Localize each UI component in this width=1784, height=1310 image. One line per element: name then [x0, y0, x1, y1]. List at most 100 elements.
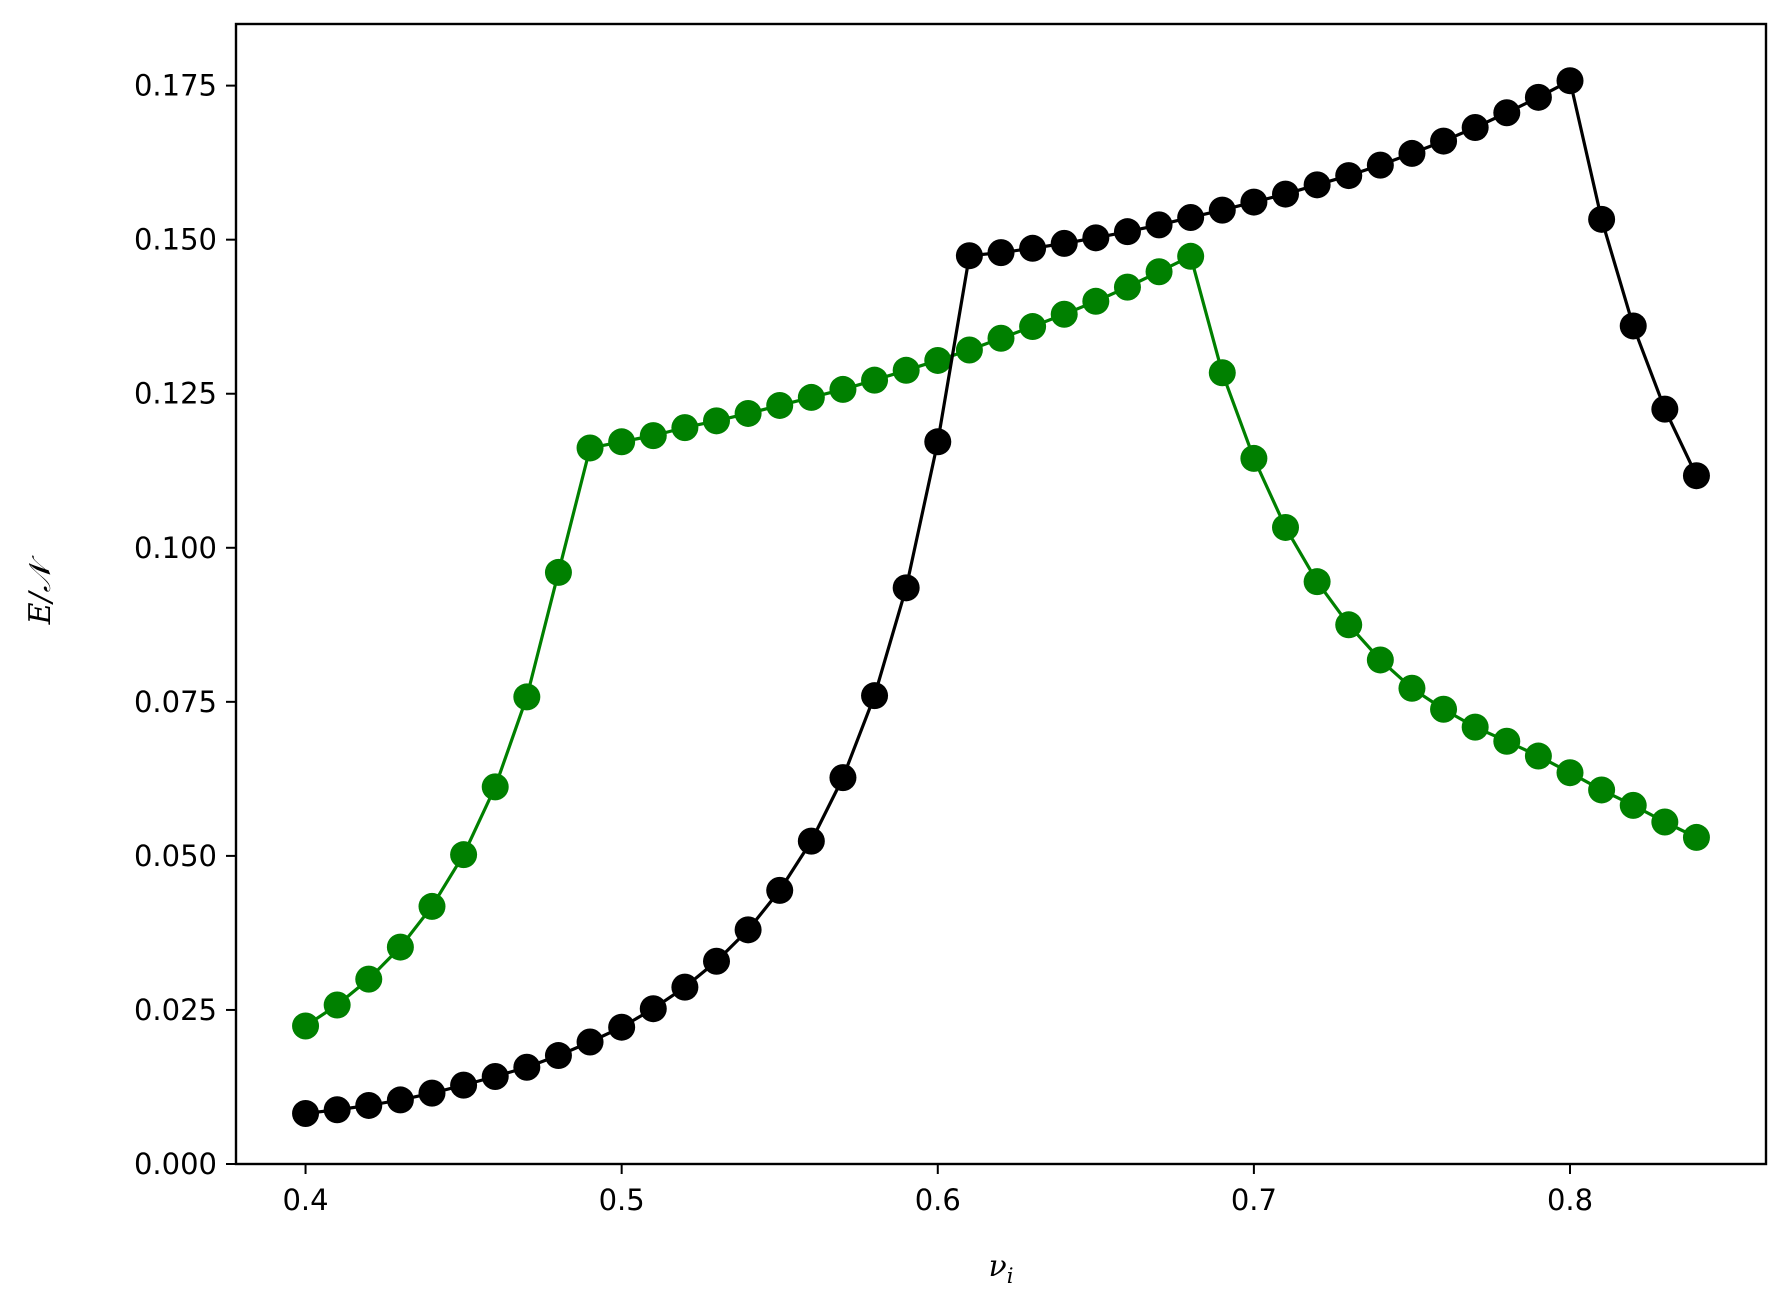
plot-frame	[234, 22, 1768, 1166]
series-1-line	[304, 254, 1698, 1028]
series-1-point	[639, 422, 667, 450]
series-1-point	[1556, 759, 1584, 787]
series-1-point	[703, 407, 730, 435]
y-axis-label: E/𝒩	[23, 554, 58, 625]
series-2-point	[1682, 462, 1710, 490]
series-2-point	[1366, 151, 1394, 179]
series-2-point	[892, 574, 920, 602]
y-tick-label: 0.050	[134, 839, 217, 873]
series-2-point	[513, 1053, 541, 1081]
series-2-point	[1082, 224, 1110, 252]
series-2-point	[1208, 196, 1236, 224]
series-2-point	[1177, 203, 1205, 231]
series-1-point	[1524, 742, 1552, 770]
series-2-point	[292, 1099, 320, 1127]
series-2-point	[323, 1096, 351, 1124]
axes-layer: 0.4 0.5 0.6 0.7 0.8 0.000 0.025 0.050 0.075 0.100…	[134, 22, 1768, 1217]
series-1-point	[1430, 695, 1458, 723]
series-2-point	[1145, 211, 1173, 239]
series-1	[292, 242, 1710, 1040]
series-2-point	[955, 242, 983, 270]
series-2-point	[1524, 83, 1552, 111]
series-1-point	[955, 336, 983, 364]
series-2-point	[544, 1042, 572, 1070]
series-1-point	[1493, 727, 1521, 755]
series-1-point	[861, 366, 889, 394]
x-tick-label: 0.8	[1547, 1183, 1593, 1217]
series-1-point	[829, 375, 857, 403]
y-tick-label: 0.125	[134, 377, 217, 411]
series-1-point	[1335, 611, 1363, 639]
series-2-point	[1398, 139, 1426, 167]
series-2-point	[1019, 234, 1047, 262]
series-1-point	[892, 356, 920, 384]
series-1-point	[576, 434, 604, 462]
series-2-point	[576, 1028, 604, 1056]
series-1-point	[450, 841, 478, 869]
series-1-point	[418, 892, 446, 920]
series-1-point	[1019, 313, 1047, 341]
series-1-point	[1619, 791, 1647, 819]
series-2-point	[766, 876, 794, 904]
series-2-point	[703, 947, 730, 975]
series-1-point	[1082, 287, 1110, 315]
series-2-point	[1335, 162, 1363, 190]
series-1-point	[323, 991, 351, 1019]
series-1-point	[1177, 242, 1205, 270]
series-2-point	[797, 827, 825, 855]
y-tick-label: 0.075	[134, 685, 217, 719]
series-1-point	[608, 428, 636, 456]
series-1-point	[987, 324, 1015, 352]
series-2-line	[305, 79, 1698, 1116]
series-2-point	[861, 682, 889, 710]
series-2-point	[1493, 99, 1521, 127]
series-1-point	[766, 391, 794, 419]
series-2-point	[355, 1091, 383, 1119]
series-2-point	[734, 916, 762, 944]
series-layer	[292, 67, 1710, 1127]
series-1-point	[734, 399, 762, 427]
series-1-point	[1461, 713, 1489, 741]
series-1-point	[292, 1012, 320, 1040]
x-tick-label: 0.7	[1231, 1183, 1277, 1217]
series-1-point	[513, 683, 541, 711]
series-1-point	[1303, 568, 1331, 596]
y-tick-label: 0.000	[134, 1147, 217, 1181]
series-1-point	[1050, 300, 1078, 328]
series-2-point	[608, 1013, 636, 1041]
series-2-point	[924, 428, 952, 456]
x-tick-label: 0.5	[599, 1183, 645, 1217]
y-tick-label: 0.175	[134, 69, 217, 103]
series-2-point	[1588, 205, 1616, 233]
series-2-point	[1272, 180, 1299, 208]
series-2-point	[1461, 114, 1489, 142]
series-1-point	[1113, 273, 1141, 301]
series-2-point	[386, 1086, 414, 1114]
series-1-point	[924, 346, 952, 374]
series-1-point	[544, 558, 572, 586]
series-1-point	[1208, 359, 1236, 387]
x-tick-label: 0.4	[282, 1183, 328, 1217]
series-2-point	[1303, 171, 1331, 199]
series-2-point	[1113, 218, 1141, 246]
series-2	[292, 67, 1710, 1127]
series-1-point	[355, 965, 383, 993]
series-1-point	[1651, 808, 1679, 836]
y-tick-label: 0.150	[134, 223, 217, 257]
series-2-point	[450, 1071, 478, 1099]
y-tick-label: 0.100	[134, 531, 217, 565]
series-2-point	[1240, 188, 1268, 216]
series-1-point	[1366, 646, 1394, 674]
series-2-point	[1430, 127, 1458, 155]
series-2-point	[639, 995, 667, 1023]
x-tick-label: 0.6	[915, 1183, 961, 1217]
series-1-point	[671, 414, 699, 442]
series-1-point	[1272, 513, 1299, 541]
series-2-point	[1651, 395, 1679, 423]
series-1-point	[481, 773, 509, 801]
series-2-point	[481, 1063, 509, 1090]
series-1-point	[1145, 258, 1173, 286]
series-2-point	[418, 1079, 446, 1107]
